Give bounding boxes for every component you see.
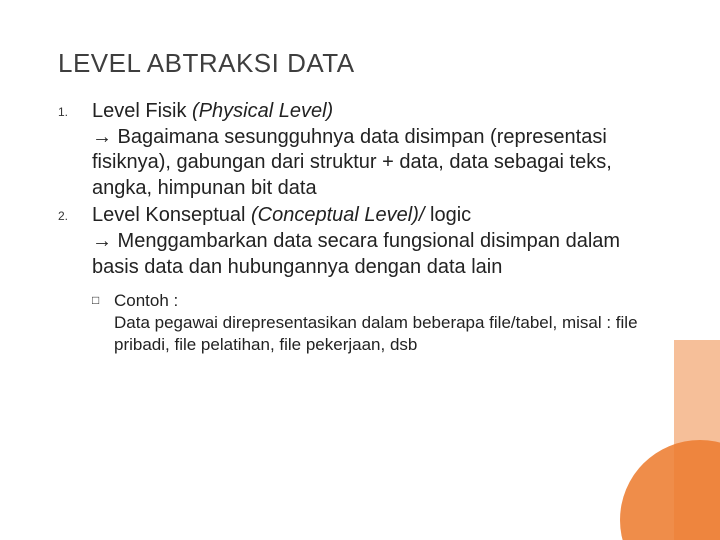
item-lead: Level Konseptual — [92, 204, 251, 226]
item-lead: Level Fisik — [92, 100, 192, 122]
item-body: Level Konseptual (Conceptual Level)/ log… — [92, 203, 662, 280]
square-bullet-icon: □ — [92, 290, 114, 312]
item-desc: → Menggambarkan data secara fungsional d… — [92, 230, 620, 278]
list-item: 1. Level Fisik (Physical Level) → Bagaim… — [58, 99, 662, 201]
sub-label: Contoh : — [114, 290, 662, 312]
sub-example: □ Contoh : Data pegawai direpresentasika… — [92, 290, 662, 356]
item-lead-italic: (Conceptual Level)/ — [251, 204, 424, 226]
list-item: 2. Level Konseptual (Conceptual Level)/ … — [58, 203, 662, 280]
content-body: 1. Level Fisik (Physical Level) → Bagaim… — [58, 99, 662, 356]
item-desc: → Bagaimana sesungguhnya data disimpan (… — [92, 126, 612, 199]
slide-title: LEVEL ABTRAKSI DATA — [58, 48, 662, 79]
item-body: Level Fisik (Physical Level) → Bagaimana… — [92, 99, 662, 201]
item-lead-after: logic — [424, 204, 471, 226]
item-number: 1. — [58, 99, 92, 201]
decor-circle — [620, 440, 720, 540]
item-lead-italic: (Physical Level) — [192, 100, 333, 122]
sub-text: Data pegawai direpresentasikan dalam beb… — [114, 312, 662, 356]
slide: LEVEL ABTRAKSI DATA 1. Level Fisik (Phys… — [0, 0, 720, 540]
item-number: 2. — [58, 203, 92, 280]
